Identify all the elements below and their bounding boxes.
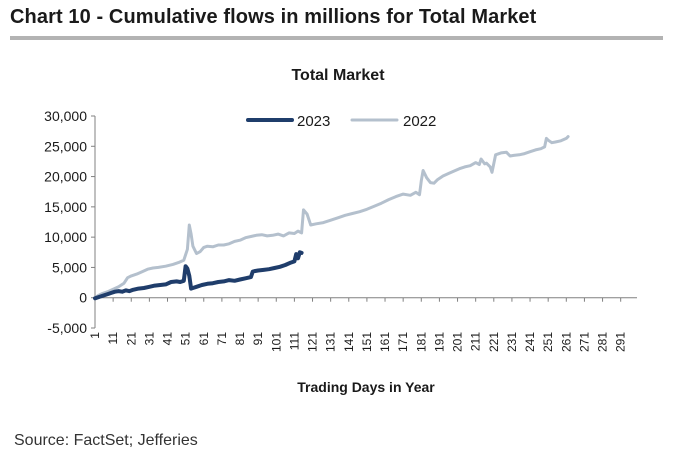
x-tick-label: 281 — [596, 332, 610, 352]
x-tick-label: 11 — [106, 332, 120, 345]
y-tick-label: 15,000 — [44, 199, 87, 215]
x-tick-label: 41 — [161, 332, 175, 346]
x-tick-label: 231 — [505, 332, 519, 352]
x-tick-label: 81 — [233, 332, 247, 346]
x-axis-title: Trading Days in Year — [297, 379, 435, 395]
source-note: Source: FactSet; Jefferies — [14, 432, 198, 449]
legend-label-2023: 2023 — [297, 113, 330, 130]
y-tick-label: 25,000 — [44, 138, 87, 154]
legend-label-2022: 2022 — [403, 113, 436, 130]
x-tick-label: 161 — [378, 332, 392, 352]
x-tick-label: 21 — [124, 332, 138, 346]
series-line-2022 — [93, 135, 570, 300]
chart-number-title: Chart 10 - Cumulative flows in millions … — [10, 6, 537, 28]
x-tick-label: 251 — [541, 332, 555, 352]
chart-header: Chart 10 - Cumulative flows in millions … — [10, 6, 663, 40]
y-tick-label: 20,000 — [44, 169, 87, 185]
x-tick-label: 91 — [251, 332, 265, 346]
line-chart: Total Market -5,000 0 5,000 10,000 15,000 20,0… — [44, 67, 637, 395]
x-tick-label: 101 — [269, 332, 283, 352]
x-tick-label: 291 — [614, 332, 628, 352]
y-tick-label: 30,000 — [44, 108, 87, 124]
x-tick-label: 221 — [487, 332, 501, 352]
x-tick-label: 51 — [179, 332, 193, 346]
chart-title: Total Market — [291, 67, 385, 84]
y-tick-label: 5,000 — [52, 259, 87, 275]
x-tick-label: 211 — [469, 332, 483, 351]
x-tick-label: 191 — [432, 332, 446, 352]
x-tick-label: 171 — [396, 332, 410, 352]
y-tick-label: 10,000 — [44, 229, 87, 245]
y-tick-label: -5,000 — [47, 320, 87, 336]
x-tick-label: 141 — [342, 332, 356, 352]
header-rule — [10, 36, 663, 40]
series-line-2023 — [93, 250, 304, 301]
x-tick-label: 121 — [306, 332, 320, 352]
x-tick-label: 71 — [215, 332, 229, 346]
x-tick-label: 61 — [197, 332, 211, 346]
x-tick-label: 31 — [142, 332, 156, 346]
x-tick-label: 271 — [577, 332, 591, 352]
x-tick-label: 1 — [88, 332, 102, 339]
x-tick-label: 261 — [559, 332, 573, 352]
x-tick-label: 181 — [414, 332, 428, 352]
chart-container: Total Market -5,000 0 5,000 10,000 15,000 20,0… — [0, 40, 679, 410]
x-tick-label: 201 — [451, 332, 465, 352]
x-tick-label: 111 — [287, 332, 301, 351]
x-tick-label: 151 — [360, 332, 374, 352]
x-tick-label: 241 — [523, 332, 537, 352]
x-tick-label: 131 — [324, 332, 338, 352]
y-tick-label: 0 — [79, 290, 87, 306]
